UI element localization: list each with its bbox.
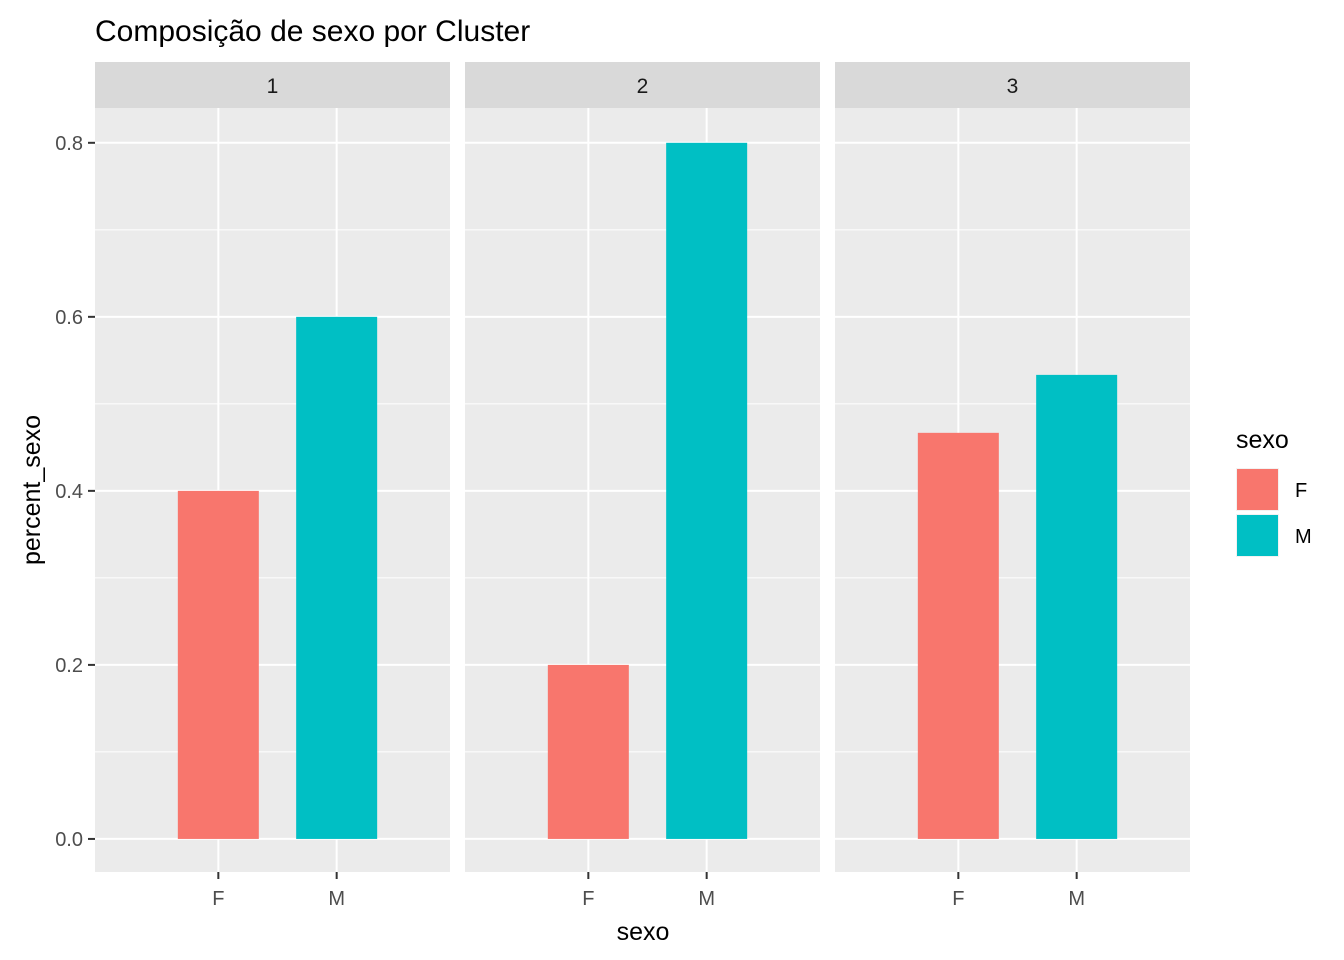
bar-M-cluster-1 bbox=[296, 316, 378, 839]
bar-F-cluster-1 bbox=[177, 490, 259, 839]
y-tick-label: 0.2 bbox=[55, 655, 83, 677]
legend: sexo F M bbox=[1236, 426, 1312, 557]
facet-strip bbox=[835, 62, 1190, 108]
x-tick-label: F bbox=[212, 888, 224, 910]
x-tick-label: F bbox=[952, 888, 964, 910]
bar-M-cluster-3 bbox=[1036, 374, 1118, 839]
y-tick-label: 0.4 bbox=[55, 481, 83, 503]
facet-strip-label: 1 bbox=[267, 75, 279, 98]
y-axis-title: percent_sexo bbox=[18, 415, 46, 565]
chart-title: Composição de sexo por Cluster bbox=[95, 15, 530, 48]
facet-strip bbox=[465, 62, 820, 108]
x-tick-label: M bbox=[698, 888, 715, 910]
x-tick-label: M bbox=[1068, 888, 1085, 910]
facet-panels: 1 F M 2 F M 3 F M bbox=[95, 62, 1190, 910]
y-tick-label: 0.6 bbox=[55, 307, 83, 329]
bar-F-cluster-3 bbox=[917, 432, 999, 839]
legend-key-M bbox=[1237, 515, 1278, 556]
legend-key-F bbox=[1237, 469, 1278, 510]
facet-strip bbox=[95, 62, 450, 108]
legend-label-F: F bbox=[1295, 480, 1307, 502]
x-axis-title: sexo bbox=[617, 918, 670, 946]
legend-title: sexo bbox=[1236, 426, 1289, 454]
bar-M-cluster-2 bbox=[666, 142, 748, 839]
x-tick-label: F bbox=[582, 888, 594, 910]
facet-strip-label: 3 bbox=[1007, 75, 1019, 98]
x-tick-label: M bbox=[328, 888, 345, 910]
facet-panel-3: 3 F M bbox=[835, 62, 1190, 910]
facet-strip-label: 2 bbox=[637, 75, 649, 98]
bar-F-cluster-2 bbox=[547, 664, 629, 839]
y-tick-label: 0.8 bbox=[55, 133, 83, 155]
legend-label-M: M bbox=[1295, 526, 1312, 548]
facet-panel-2: 2 F M bbox=[465, 62, 820, 910]
y-tick-label: 0.0 bbox=[55, 829, 83, 851]
facet-panel-1: 1 F M bbox=[95, 62, 450, 910]
y-axis: 0.0 0.2 0.4 0.6 0.8 bbox=[55, 133, 95, 851]
